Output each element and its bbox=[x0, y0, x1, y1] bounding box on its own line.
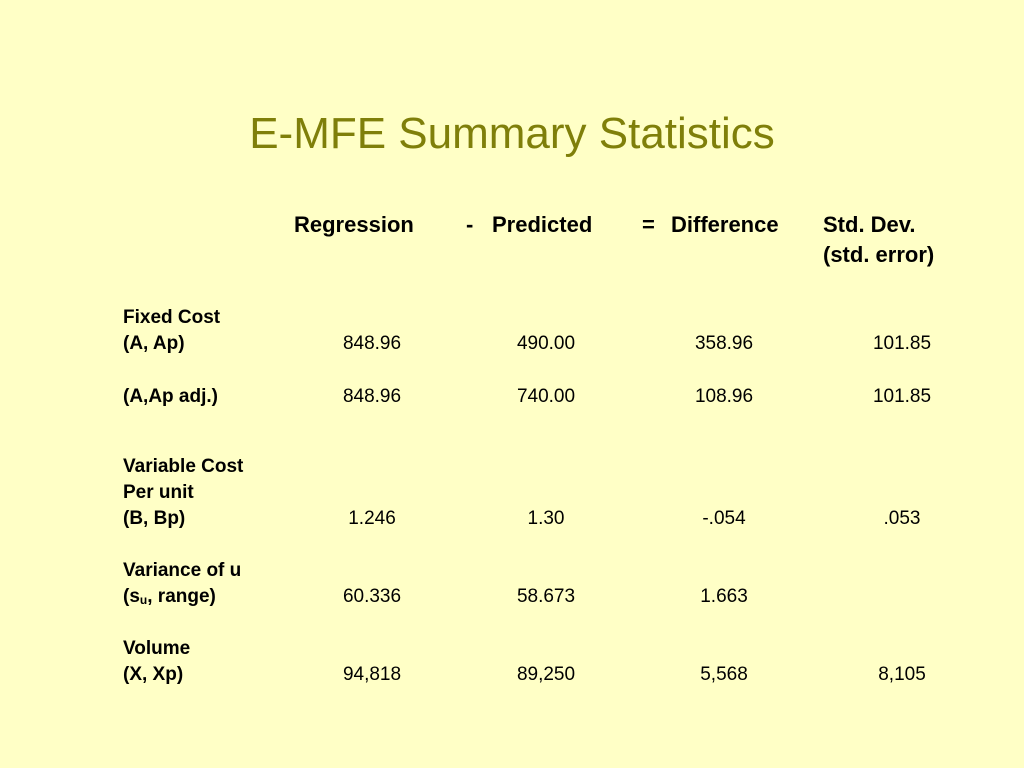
variance-label-subscript: u bbox=[139, 593, 148, 607]
cell-fixed-cost-predicted: 490.00 bbox=[516, 333, 576, 354]
row-label-per-unit: Per unit bbox=[123, 482, 194, 503]
cell-fixed-cost-adj-stddev: 101.85 bbox=[872, 386, 932, 407]
cell-fixed-cost-difference: 358.96 bbox=[694, 333, 754, 354]
cell-fixed-cost-adj-regression: 848.96 bbox=[342, 386, 402, 407]
row-label-variance-symbols: (su, range) bbox=[123, 584, 216, 613]
header-difference: Difference bbox=[671, 212, 779, 237]
cell-variable-cost-difference: -.054 bbox=[702, 508, 746, 529]
slide-title: E-MFE Summary Statistics bbox=[249, 109, 775, 158]
row-label-fixed-cost-symbols: (A, Ap) bbox=[123, 333, 185, 354]
cell-variable-cost-predicted: 1.30 bbox=[527, 508, 565, 529]
cell-volume-predicted: 89,250 bbox=[516, 664, 576, 685]
variance-label-open: (s bbox=[123, 586, 140, 607]
header-minus-sign: - bbox=[466, 212, 474, 237]
header-std-error: (std. error) bbox=[823, 242, 935, 267]
cell-fixed-cost-adj-predicted: 740.00 bbox=[516, 386, 576, 407]
header-predicted: Predicted bbox=[492, 212, 593, 237]
cell-variance-predicted: 58.673 bbox=[516, 586, 576, 607]
header-regression: Regression bbox=[294, 212, 414, 237]
cell-variable-cost-stddev: .053 bbox=[883, 508, 921, 529]
cell-variable-cost-regression: 1.246 bbox=[348, 508, 396, 529]
cell-fixed-cost-stddev: 101.85 bbox=[872, 333, 932, 354]
row-label-variable-cost-symbols: (B, Bp) bbox=[123, 508, 186, 529]
cell-volume-stddev: 8,105 bbox=[878, 664, 926, 685]
variance-label-rest: , range) bbox=[147, 586, 216, 607]
cell-volume-regression: 94,818 bbox=[342, 664, 402, 685]
row-label-fixed-cost-adj: (A,Ap adj.) bbox=[123, 386, 218, 407]
cell-variance-regression: 60.336 bbox=[342, 586, 402, 607]
row-label-volume: Volume bbox=[123, 638, 191, 659]
cell-variance-difference: 1.663 bbox=[700, 586, 748, 607]
row-label-variance-of-u: Variance of u bbox=[123, 560, 242, 581]
row-label-volume-symbols: (X, Xp) bbox=[123, 664, 184, 685]
row-label-fixed-cost: Fixed Cost bbox=[123, 307, 221, 328]
header-stddev: Std. Dev. bbox=[823, 212, 916, 237]
cell-volume-difference: 5,568 bbox=[700, 664, 748, 685]
cell-fixed-cost-regression: 848.96 bbox=[342, 333, 402, 354]
header-equals-sign: = bbox=[642, 212, 655, 237]
row-label-variable-cost: Variable Cost bbox=[123, 456, 244, 477]
cell-fixed-cost-adj-difference: 108.96 bbox=[694, 386, 754, 407]
